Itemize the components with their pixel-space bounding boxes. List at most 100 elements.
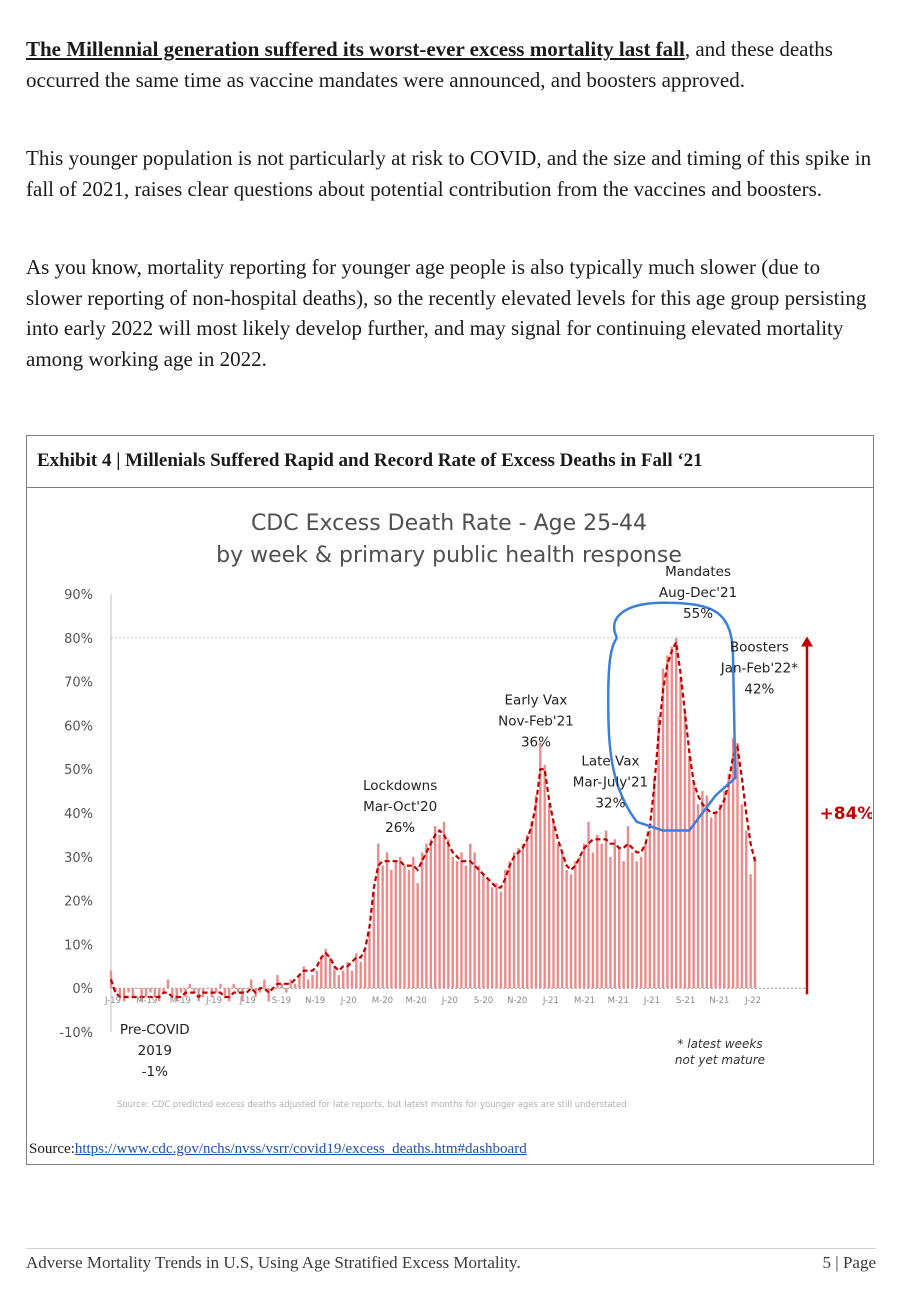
bar — [552, 821, 555, 989]
y-tick-label: 30% — [64, 851, 93, 866]
bar — [219, 983, 222, 989]
bar — [285, 988, 288, 993]
bar — [429, 839, 433, 989]
x-tick-label: S-21 — [676, 996, 695, 1006]
bar — [635, 861, 638, 989]
bar — [657, 716, 660, 989]
bar — [171, 988, 174, 997]
bar — [587, 821, 590, 989]
bar — [591, 852, 595, 989]
bar — [324, 948, 327, 989]
y-tick-label: 10% — [64, 938, 93, 953]
bar — [731, 738, 735, 989]
bar — [530, 821, 533, 989]
change-arrow: +84% — [801, 636, 872, 995]
annotation-line: Pre-COVID — [120, 1022, 190, 1038]
bar — [736, 742, 739, 989]
bar — [525, 834, 529, 989]
y-axis: 90% 80% 70% 60% 50% 40% 30% 20% 10% 0% -10% — [59, 588, 112, 1041]
annotation-line: 32% — [595, 796, 625, 812]
hand-drawn-circle — [606, 601, 737, 832]
y-tick-label: 20% — [64, 895, 93, 910]
bar — [653, 777, 656, 989]
annotation: Late Vax Mar-July'21 32% — [573, 754, 648, 812]
bar — [337, 975, 341, 989]
bar — [753, 856, 757, 989]
bar — [289, 979, 292, 989]
trend-line — [109, 638, 757, 999]
x-tick-label: J-21 — [542, 996, 559, 1006]
annotation-line: Mandates — [665, 564, 731, 580]
bar — [258, 988, 262, 993]
x-tick-label: M-20 — [372, 996, 393, 1006]
bar — [131, 988, 135, 997]
footer-title: Adverse Mortality Trends in U.S, Using A… — [26, 1253, 521, 1272]
y-tick-label: 60% — [64, 719, 93, 734]
bar — [127, 988, 130, 993]
bar — [157, 988, 161, 1002]
bar — [302, 966, 305, 989]
exhibit-box: Exhibit 4 | Millenials Suffered Rapid an… — [26, 435, 874, 1165]
bar — [609, 856, 612, 989]
source-link[interactable]: https://www.cdc.gov/nchs/nvss/vsrr/covid… — [74, 1141, 527, 1157]
annotation: Early Vax Nov-Feb'21 36% — [498, 692, 574, 750]
bar — [648, 830, 652, 989]
y-tick-label: -10% — [59, 1026, 93, 1041]
bar — [504, 869, 507, 989]
bar — [403, 865, 406, 989]
bar — [162, 988, 165, 993]
annotation-line: 26% — [385, 820, 415, 836]
x-tick-label: S-20 — [474, 996, 493, 1006]
bar — [679, 677, 682, 989]
bar — [569, 874, 573, 989]
paragraph-2: This younger population is not particula… — [26, 143, 876, 204]
annotation-line: Jan-Feb'22* — [720, 661, 798, 677]
bar — [350, 970, 354, 989]
bar — [521, 843, 525, 989]
page-footer: Adverse Mortality Trends in U.S, Using A… — [26, 1248, 876, 1273]
bar — [561, 852, 564, 989]
x-tick-label: N-21 — [709, 996, 729, 1006]
x-tick-label: M-19 — [170, 996, 191, 1006]
exhibit-heading: Exhibit 4 | Millenials Suffered Rapid an… — [27, 436, 873, 488]
bar — [639, 856, 643, 989]
annotation-line: Lockdowns — [363, 778, 437, 794]
bar — [372, 891, 376, 989]
bar — [556, 843, 560, 989]
bar — [460, 852, 463, 989]
change-label: +84% — [820, 804, 872, 824]
annotation-line: Mar-July'21 — [573, 775, 648, 791]
bar — [241, 988, 244, 1002]
bar — [455, 861, 459, 989]
bar — [578, 856, 581, 989]
bar — [745, 830, 748, 989]
bar — [267, 988, 270, 1002]
bar — [613, 839, 617, 989]
bar — [596, 834, 599, 989]
bar — [359, 961, 362, 989]
paragraph-1-lead: The Millennial generation suffered its w… — [26, 37, 685, 61]
annotation-line: Nov-Feb'21 — [498, 713, 574, 729]
bar — [490, 887, 494, 989]
bar — [206, 988, 209, 989]
x-tick-label: S-19 — [272, 996, 291, 1006]
bar — [534, 795, 538, 989]
bar — [486, 878, 489, 989]
bar — [144, 988, 148, 997]
bar — [166, 979, 170, 989]
bar — [622, 861, 625, 989]
x-tick-label: M-20 — [406, 996, 427, 1006]
bar — [701, 791, 704, 989]
bar — [604, 830, 608, 989]
bar — [249, 979, 253, 989]
y-tick-label: 90% — [64, 588, 93, 603]
paragraph-2-text: This younger population is not particula… — [26, 146, 872, 201]
annotation: Pre-COVID 2019 -1% — [120, 1022, 190, 1080]
bar — [451, 856, 454, 989]
bar — [512, 852, 516, 989]
annotation-line: 42% — [744, 682, 774, 698]
bar — [464, 865, 468, 989]
excess-death-chart: CDC Excess Death Rate - Age 25-44 by wee… — [59, 511, 872, 1110]
bar — [644, 843, 647, 989]
chart-title: CDC Excess Death Rate - Age 25-44 — [251, 511, 647, 536]
